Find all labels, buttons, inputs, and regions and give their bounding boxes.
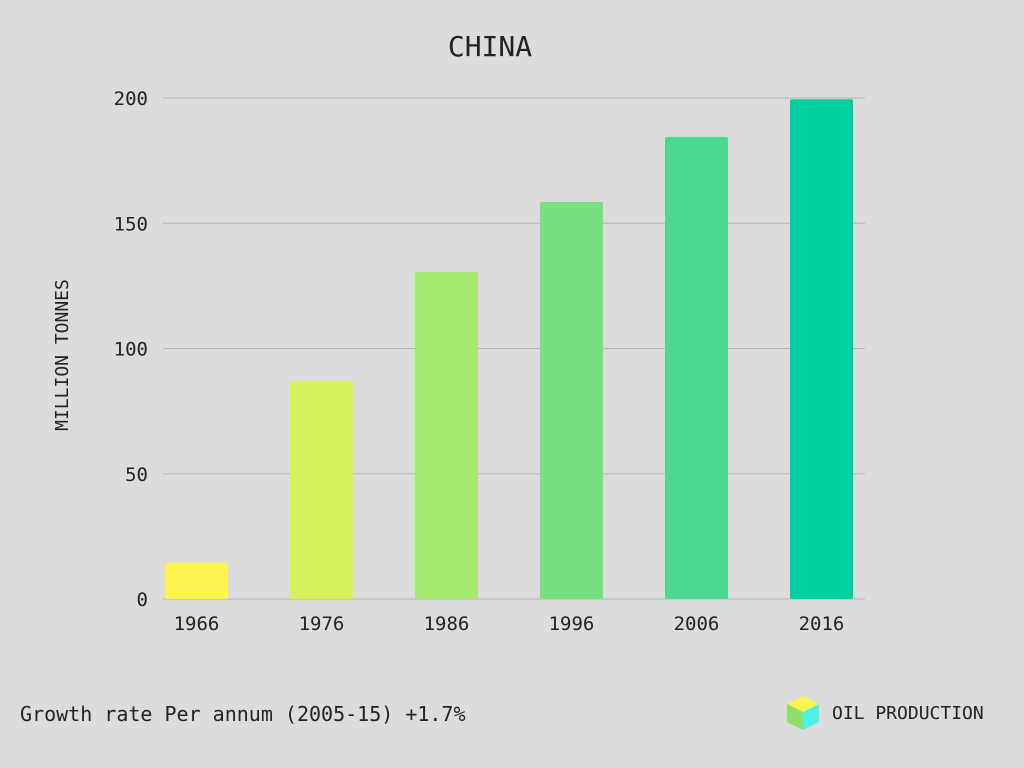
bar-1986	[415, 272, 478, 599]
y-tick-label: 50	[125, 464, 148, 486]
bar-2006	[665, 136, 728, 599]
cube-icon	[787, 696, 819, 730]
bar-1996	[540, 201, 603, 599]
tick-labels: 0 50 100 150 200 1966 1976 1986 1996 2006 2016	[114, 88, 845, 635]
x-tick-label: 2016	[799, 613, 845, 635]
bar-1966	[165, 562, 228, 599]
growth-rate-note: Growth rate Per annum (2005-15) +1.7%	[20, 702, 466, 726]
legend-label: OIL PRODUCTION	[832, 702, 984, 724]
bar-1976	[290, 381, 353, 599]
x-tick-label: 1966	[174, 613, 220, 635]
legend: OIL PRODUCTION	[786, 695, 984, 731]
y-axis-label: MILLION TONNES	[52, 279, 73, 431]
y-tick-label: 0	[137, 589, 148, 611]
chart-title: CHINA	[448, 30, 532, 63]
bars	[165, 99, 853, 599]
gridlines	[163, 97, 865, 600]
x-tick-label: 1996	[549, 613, 595, 635]
bar-2016	[790, 99, 853, 599]
x-tick-label: 1976	[299, 613, 345, 635]
x-tick-label: 2006	[674, 613, 720, 635]
y-tick-label: 100	[114, 339, 148, 361]
y-tick-label: 200	[114, 88, 148, 110]
y-tick-label: 150	[114, 213, 148, 235]
x-tick-label: 1986	[424, 613, 470, 635]
